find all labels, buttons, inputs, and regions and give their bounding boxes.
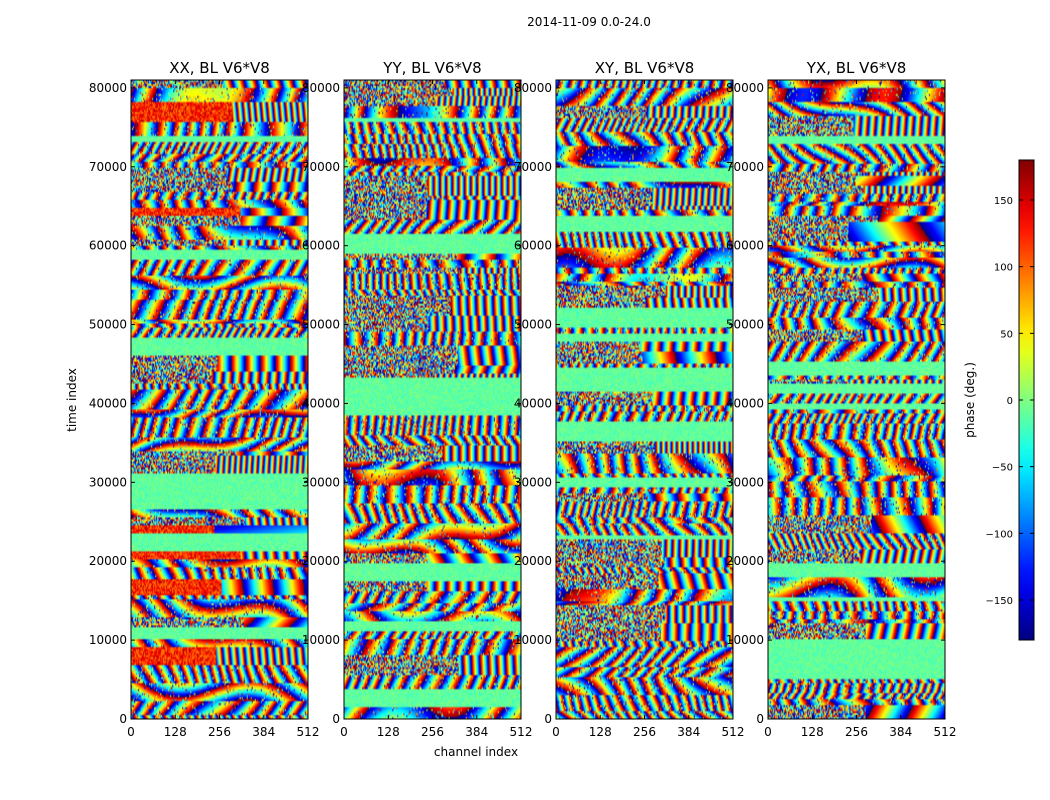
y-tick-label: 30000 (89, 475, 127, 489)
panel-title: YX, BL V6*V8 (806, 59, 907, 77)
y-tick-label: 30000 (302, 475, 340, 489)
y-tick-label: 80000 (726, 81, 764, 95)
y-tick-label: 60000 (726, 239, 764, 253)
y-tick-label: 20000 (89, 554, 127, 568)
figure-title: 2014-11-09 0.0-24.0 (527, 15, 651, 29)
y-tick-label: 30000 (514, 475, 552, 489)
panel-title: XX, BL V6*V8 (169, 59, 270, 77)
panel: YX, BL V6*V8 0 128 256 384 512 0 10000 20000 3000… (726, 59, 957, 739)
panel-title: YY, BL V6*V8 (382, 59, 481, 77)
x-tick-label: 128 (164, 725, 187, 739)
y-tick-label: 10000 (89, 633, 127, 647)
y-tick-label: 80000 (302, 81, 340, 95)
colorbar-tick-label: 150 (994, 196, 1013, 207)
x-tick-label: 128 (377, 725, 400, 739)
x-tick-label: 512 (722, 725, 745, 739)
x-tick-label: 256 (208, 725, 231, 739)
y-tick-label: 60000 (514, 239, 552, 253)
colorbar-tick-label: −100 (986, 529, 1013, 540)
y-tick-label: 60000 (302, 239, 340, 253)
y-axis-label: time index (65, 368, 79, 432)
colorbar-tick-label: −150 (986, 596, 1013, 607)
y-tick-label: 20000 (514, 554, 552, 568)
y-tick-label: 20000 (726, 554, 764, 568)
y-tick-label: 0 (332, 712, 340, 726)
colorbar-label: phase (deg.) (963, 362, 977, 438)
y-tick-label: 10000 (514, 633, 552, 647)
y-tick-label: 70000 (302, 160, 340, 174)
colorbar: 150 100 50 0 −50 −100 −150 (986, 159, 1035, 641)
y-tick-label: 40000 (726, 396, 764, 410)
y-tick-label: 0 (756, 712, 764, 726)
colorbar-tick-label: 0 (1007, 396, 1013, 407)
x-tick-label: 0 (340, 725, 348, 739)
x-tick-label: 384 (889, 725, 912, 739)
panel: XY, BL V6*V8 0 128 256 384 512 0 10000 20000 3000… (514, 59, 745, 739)
panel: XX, BL V6*V8 0 128 256 384 512 0 10000 20000 3000… (89, 59, 320, 739)
y-tick-label: 30000 (726, 475, 764, 489)
panels-group: XX, BL V6*V8 0 128 256 384 512 0 10000 20000 3000… (89, 59, 957, 739)
x-tick-label: 128 (801, 725, 824, 739)
y-tick-label: 70000 (514, 160, 552, 174)
y-tick-label: 20000 (302, 554, 340, 568)
x-tick-label: 0 (764, 725, 772, 739)
y-tick-label: 0 (544, 712, 552, 726)
x-tick-label: 128 (589, 725, 612, 739)
y-tick-label: 60000 (89, 239, 127, 253)
x-tick-label: 512 (297, 725, 320, 739)
y-tick-label: 80000 (514, 81, 552, 95)
y-tick-label: 40000 (302, 396, 340, 410)
heatmap-image (344, 80, 521, 719)
y-tick-label: 10000 (302, 633, 340, 647)
panel: YY, BL V6*V8 0 128 256 384 512 0 10000 20000 3000… (302, 59, 533, 739)
x-tick-label: 512 (934, 725, 957, 739)
y-tick-label: 10000 (726, 633, 764, 647)
y-tick-label: 80000 (89, 81, 127, 95)
x-tick-label: 256 (633, 725, 656, 739)
y-tick-label: 50000 (726, 318, 764, 332)
x-tick-label: 0 (552, 725, 560, 739)
y-tick-label: 50000 (514, 318, 552, 332)
y-tick-label: 70000 (89, 160, 127, 174)
heatmap-image (768, 80, 945, 719)
x-tick-label: 256 (845, 725, 868, 739)
x-tick-label: 512 (510, 725, 533, 739)
x-tick-label: 384 (252, 725, 275, 739)
heatmap-image (131, 80, 308, 719)
panel-title: XY, BL V6*V8 (595, 59, 695, 77)
y-tick-label: 70000 (726, 160, 764, 174)
colorbar-tick-label: 100 (994, 263, 1013, 274)
y-tick-label: 50000 (89, 318, 127, 332)
x-tick-label: 256 (421, 725, 444, 739)
x-tick-label: 384 (465, 725, 488, 739)
x-tick-label: 0 (127, 725, 135, 739)
y-tick-label: 40000 (514, 396, 552, 410)
y-tick-label: 0 (119, 712, 127, 726)
y-tick-label: 40000 (89, 396, 127, 410)
x-axis-label: channel index (434, 745, 518, 759)
colorbar-tick-label: 50 (1000, 329, 1013, 340)
y-tick-label: 50000 (302, 318, 340, 332)
heatmap-image (556, 80, 733, 719)
x-tick-label: 384 (677, 725, 700, 739)
colorbar-tick-label: −50 (992, 463, 1013, 474)
